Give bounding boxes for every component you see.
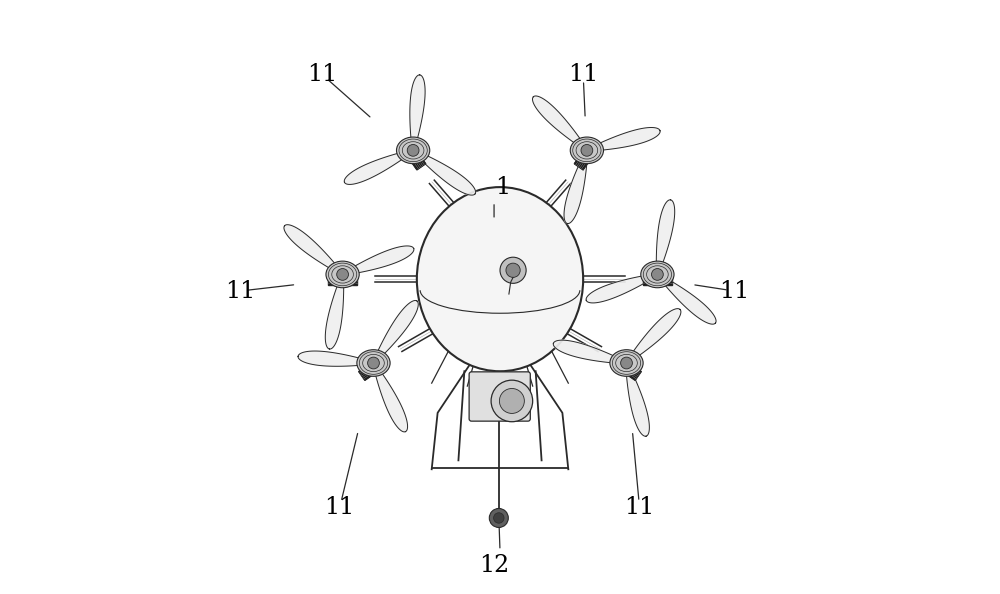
Circle shape	[652, 268, 663, 280]
Circle shape	[489, 508, 508, 527]
Polygon shape	[328, 274, 357, 285]
Text: 11: 11	[225, 280, 255, 302]
Ellipse shape	[610, 350, 643, 377]
Polygon shape	[574, 140, 599, 170]
Polygon shape	[374, 301, 418, 362]
Circle shape	[407, 144, 419, 156]
Polygon shape	[564, 152, 587, 223]
Circle shape	[491, 380, 533, 422]
Polygon shape	[401, 140, 426, 170]
Polygon shape	[656, 200, 675, 273]
Text: 12: 12	[479, 554, 509, 577]
Polygon shape	[658, 275, 716, 324]
Circle shape	[621, 357, 632, 369]
Circle shape	[581, 144, 593, 156]
Polygon shape	[374, 364, 408, 432]
Circle shape	[506, 263, 520, 277]
Text: 11: 11	[624, 497, 655, 519]
Polygon shape	[643, 274, 672, 285]
Polygon shape	[588, 128, 660, 151]
Ellipse shape	[326, 261, 359, 287]
Text: 11: 11	[720, 280, 750, 302]
Polygon shape	[410, 75, 425, 149]
Text: 1: 1	[495, 176, 511, 198]
Polygon shape	[612, 355, 641, 380]
Text: 11: 11	[324, 497, 355, 519]
Circle shape	[337, 268, 348, 280]
Ellipse shape	[357, 350, 390, 377]
Polygon shape	[359, 355, 388, 380]
Circle shape	[494, 513, 504, 523]
Polygon shape	[586, 274, 656, 303]
Ellipse shape	[417, 187, 583, 371]
Polygon shape	[344, 151, 412, 184]
Polygon shape	[298, 351, 372, 366]
Circle shape	[368, 357, 379, 369]
Polygon shape	[284, 225, 342, 274]
Circle shape	[500, 257, 526, 283]
Ellipse shape	[641, 261, 674, 287]
Ellipse shape	[570, 137, 604, 164]
Polygon shape	[532, 96, 586, 150]
Circle shape	[499, 388, 524, 413]
Text: 11: 11	[307, 63, 337, 86]
Polygon shape	[626, 365, 649, 436]
Polygon shape	[325, 276, 344, 349]
Polygon shape	[627, 309, 681, 362]
Polygon shape	[414, 151, 476, 195]
Polygon shape	[553, 340, 625, 364]
Text: 11: 11	[568, 63, 598, 86]
Ellipse shape	[396, 137, 430, 164]
Polygon shape	[344, 246, 414, 274]
FancyBboxPatch shape	[469, 372, 530, 421]
